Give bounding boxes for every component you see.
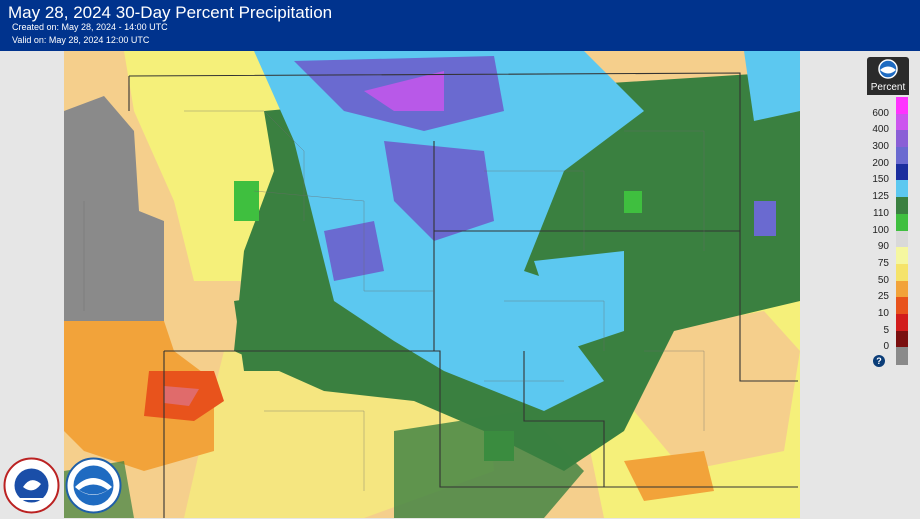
legend-swatch <box>896 247 908 265</box>
legend-label: 50 <box>877 274 889 286</box>
created-date: Created on: May 28, 2024 - 14:00 UTC <box>12 22 168 32</box>
legend: Percent 600 400 300 200 150 125 110 100 90 75 50 25… <box>866 57 911 367</box>
legend-label: 600 <box>872 107 889 119</box>
legend-swatch <box>896 297 908 315</box>
help-icon[interactable]: ? <box>873 355 885 367</box>
legend-label: 400 <box>872 124 889 136</box>
legend-label: 300 <box>872 141 889 153</box>
legend-label: 125 <box>872 191 889 203</box>
legend-label: 0 <box>883 341 889 353</box>
legend-label: 100 <box>872 224 889 236</box>
legend-swatch <box>896 163 908 181</box>
legend-swatch <box>896 213 908 231</box>
legend-swatch <box>896 97 908 115</box>
legend-swatch <box>896 147 908 165</box>
map-title: May 28, 2024 30-Day Percent Precipitatio… <box>8 3 333 22</box>
legend-label: 5 <box>883 324 889 336</box>
legend-swatch <box>896 263 908 282</box>
legend-swatch <box>896 347 908 365</box>
nws-logo <box>3 457 60 514</box>
legend-swatch <box>896 330 908 348</box>
legend-label: 150 <box>872 174 889 186</box>
legend-label: 75 <box>877 257 889 269</box>
legend-swatch <box>896 180 908 198</box>
header-bar: May 28, 2024 30-Day Percent Precipitatio… <box>0 0 920 51</box>
noaa-logo <box>65 457 122 514</box>
map-graphic <box>64 51 800 518</box>
legend-swatch <box>896 280 908 298</box>
legend-label: 25 <box>877 291 889 303</box>
legend-label: 200 <box>872 157 889 169</box>
legend-swatch <box>896 197 908 215</box>
legend-swatch <box>896 113 908 131</box>
legend-label: 90 <box>877 241 889 253</box>
legend-color-scale <box>896 97 908 365</box>
legend-title: Percent <box>867 81 909 94</box>
legend-swatch <box>896 230 908 248</box>
legend-label: 110 <box>873 207 889 219</box>
valid-date: Valid on: May 28, 2024 12:00 UTC <box>12 35 150 45</box>
precipitation-map[interactable] <box>64 51 800 518</box>
legend-swatch <box>896 130 908 148</box>
legend-swatch <box>896 313 908 332</box>
legend-label: 10 <box>877 307 889 319</box>
